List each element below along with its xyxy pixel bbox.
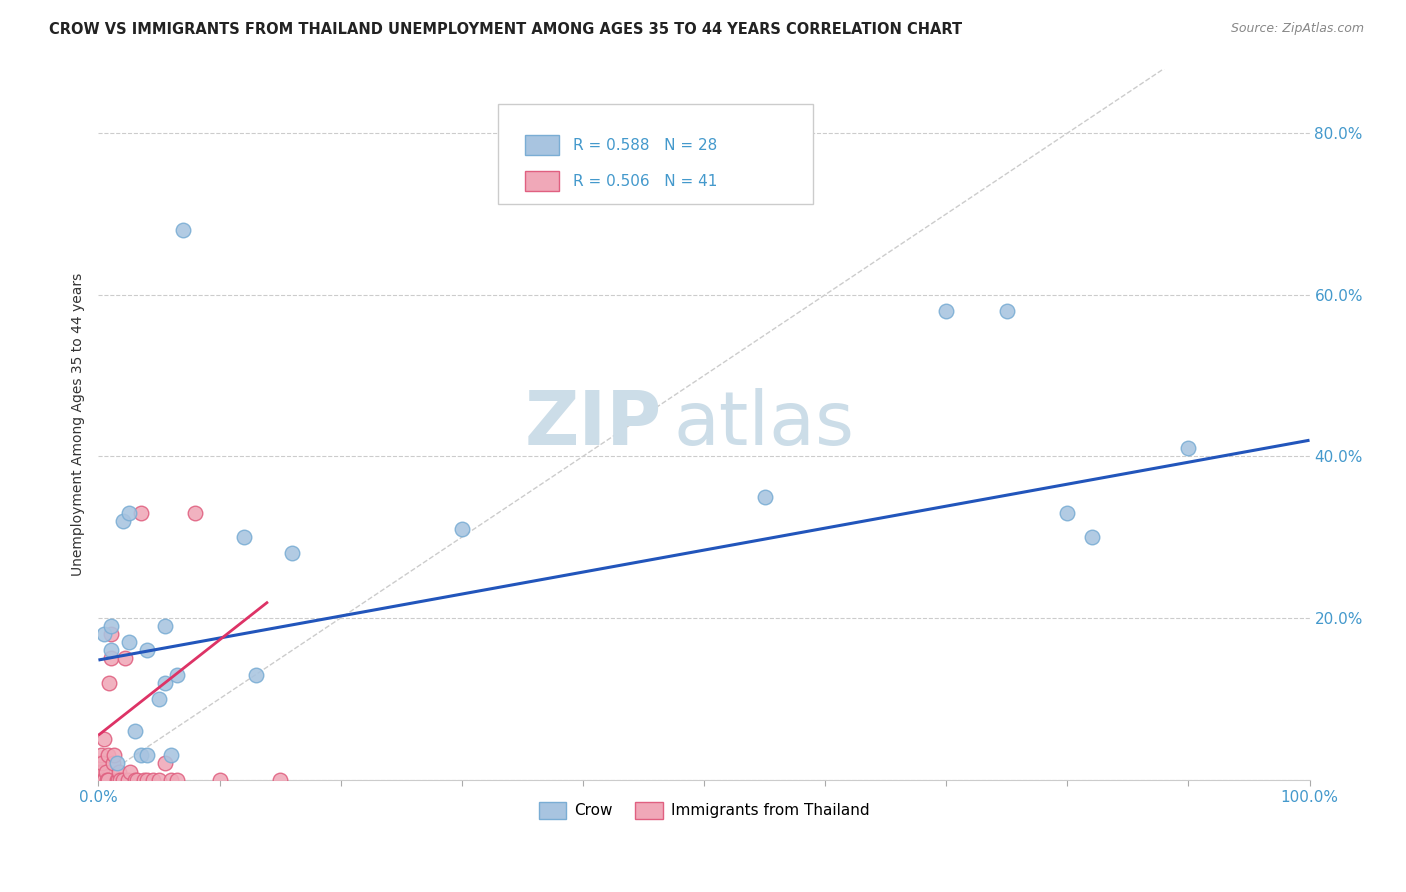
Text: R = 0.588   N = 28: R = 0.588 N = 28 [574, 138, 717, 153]
Point [87, 772, 110, 787]
Text: CROW VS IMMIGRANTS FROM THAILAND UNEMPLOYMENT AMONG AGES 35 TO 44 YEARS CORRELAT: CROW VS IMMIGRANTS FROM THAILAND UNEMPLO… [49, 22, 962, 37]
Point [281, 546, 304, 560]
Point [111, 772, 134, 787]
Point [108, 764, 131, 779]
Point [148, 691, 170, 706]
Point [160, 748, 183, 763]
FancyBboxPatch shape [524, 171, 558, 191]
Point [97, 748, 120, 763]
FancyBboxPatch shape [498, 104, 813, 203]
Legend: Crow, Immigrants from Thailand: Crow, Immigrants from Thailand [533, 796, 876, 825]
Point [100, 643, 122, 657]
Point [245, 667, 267, 681]
Point [91, 764, 114, 779]
Point [89, 772, 111, 787]
Point [100, 627, 122, 641]
Point [166, 772, 188, 787]
Point [754, 490, 776, 504]
Point [107, 772, 129, 787]
Point [118, 506, 141, 520]
Point [129, 506, 152, 520]
Point [127, 772, 149, 787]
Point [124, 772, 146, 787]
Point [118, 635, 141, 649]
Text: Source: ZipAtlas.com: Source: ZipAtlas.com [1230, 22, 1364, 36]
Point [87, 756, 110, 771]
Point [100, 619, 122, 633]
Point [995, 304, 1018, 318]
Point [103, 748, 125, 763]
Point [129, 748, 152, 763]
Point [160, 772, 183, 787]
Point [269, 772, 291, 787]
Point [118, 764, 141, 779]
Point [935, 304, 957, 318]
Point [1177, 442, 1199, 456]
Point [153, 756, 176, 771]
Point [100, 651, 122, 665]
Point [90, 772, 112, 787]
Point [114, 651, 136, 665]
Point [184, 506, 207, 520]
Point [90, 748, 112, 763]
Point [105, 756, 128, 771]
Point [105, 772, 128, 787]
Point [94, 764, 117, 779]
Point [93, 732, 115, 747]
Point [1056, 506, 1078, 520]
Point [124, 724, 146, 739]
Point [96, 772, 118, 787]
Point [97, 772, 120, 787]
Point [134, 772, 156, 787]
Point [135, 748, 157, 763]
Point [93, 627, 115, 641]
Point [172, 223, 194, 237]
Point [101, 756, 124, 771]
Point [208, 772, 231, 787]
Point [450, 522, 472, 536]
Point [98, 675, 121, 690]
Y-axis label: Unemployment Among Ages 35 to 44 years: Unemployment Among Ages 35 to 44 years [72, 272, 86, 575]
FancyBboxPatch shape [524, 136, 558, 155]
Point [117, 772, 139, 787]
Text: atlas: atlas [673, 387, 855, 460]
Point [135, 643, 157, 657]
Point [91, 772, 114, 787]
Point [91, 756, 114, 771]
Point [166, 667, 188, 681]
Point [1080, 530, 1102, 544]
Point [110, 772, 132, 787]
Point [148, 772, 170, 787]
Point [111, 514, 134, 528]
Point [142, 772, 165, 787]
Point [153, 675, 176, 690]
Text: R = 0.506   N = 41: R = 0.506 N = 41 [574, 174, 717, 188]
Point [135, 772, 157, 787]
Point [232, 530, 254, 544]
Text: ZIP: ZIP [524, 387, 662, 460]
Point [89, 764, 111, 779]
Point [153, 619, 176, 633]
Point [93, 772, 115, 787]
